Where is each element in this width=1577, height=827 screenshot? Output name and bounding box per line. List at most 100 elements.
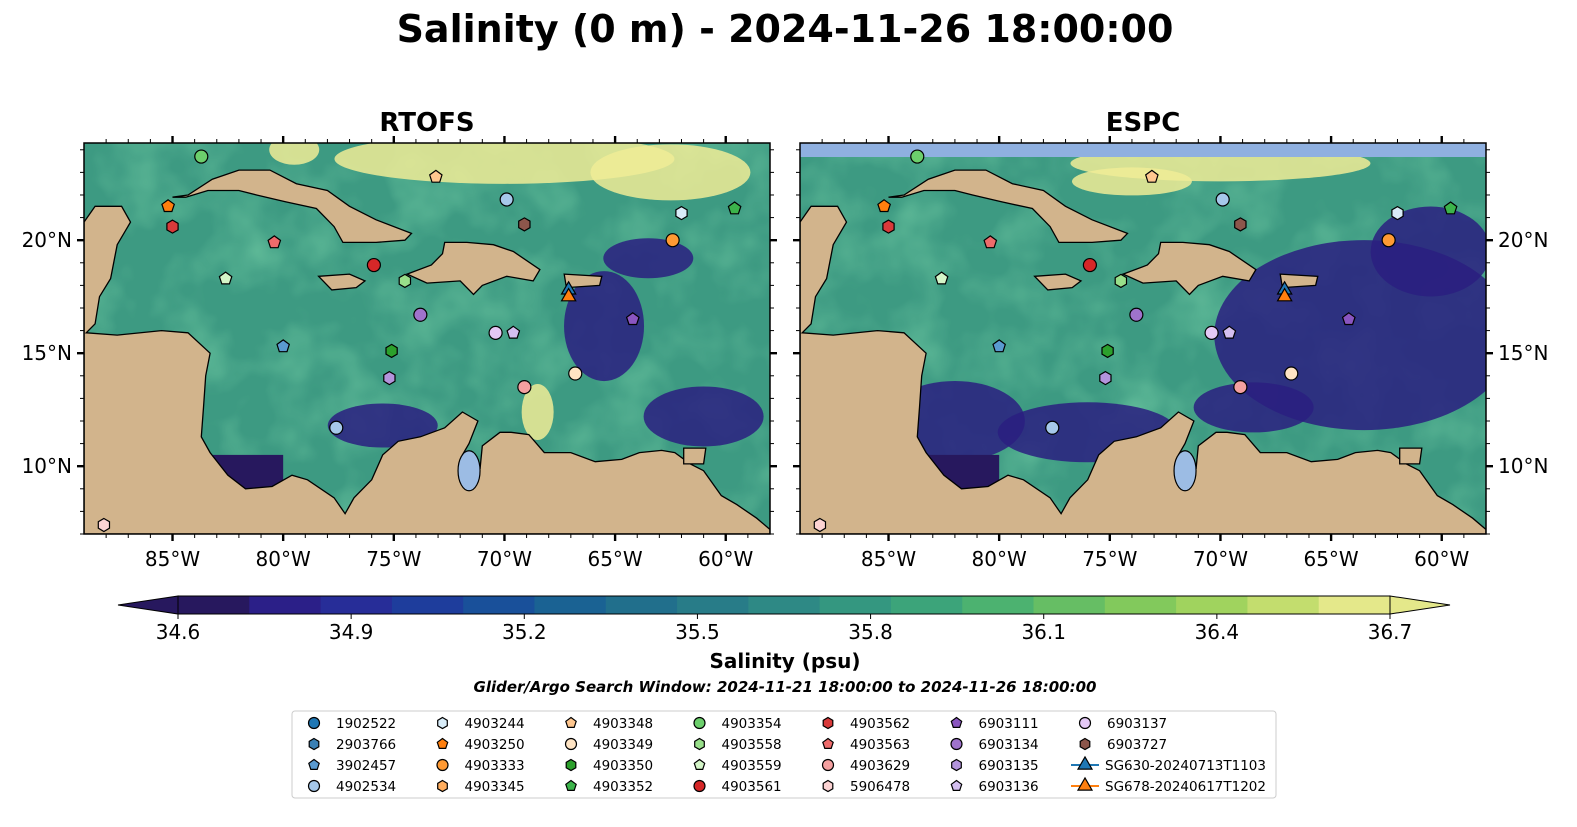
platform-marker-4903250 [877, 199, 892, 213]
land-mass [1033, 273, 1083, 291]
platform-marker-4903563 [267, 235, 282, 249]
platform-marker-3902457 [276, 339, 291, 353]
legend-marker-4903250 [436, 737, 449, 749]
platform-marker-4903354 [910, 149, 925, 164]
colorbar-swatch [605, 596, 678, 614]
platform-marker-4903562 [882, 219, 895, 234]
platform-marker-6903137 [1204, 325, 1219, 340]
legend-label: 4903333 [465, 758, 525, 774]
y-tick-label: 20°N [22, 228, 72, 252]
colorbar-frame [177, 595, 1391, 615]
land-mass [317, 273, 367, 291]
platform-marker-4903250 [161, 199, 176, 213]
panel-title: RTOFS [379, 108, 474, 138]
platform-marker-6903111 [1341, 312, 1356, 326]
platform-marker-4903349 [1284, 366, 1299, 381]
map-panel-espc: ESPC 85°W 80°W 75°W 70°W 65°W 60°W 20°N 15°N 10°N [793, 108, 1548, 571]
platform-marker-3902457 [992, 339, 1007, 353]
platform-marker-4903333 [1381, 233, 1396, 248]
legend-marker-6903727 [1079, 737, 1091, 751]
legend-marker-4903333 [436, 758, 449, 772]
colorbar-extend-low [117, 595, 179, 615]
legend-marker-4903559 [693, 758, 706, 770]
legend-label: SG678-20240617T1202 [1105, 779, 1266, 795]
legend-marker-4903558 [694, 737, 705, 751]
map-panel-rtofs: RTOFS 85°W 80°W 75°W 70°W 65°W 60°W 20°N 15°N 10°… [22, 108, 777, 571]
legend-label: 6903111 [979, 716, 1039, 732]
legend-marker-4902534 [307, 779, 321, 793]
platform-marker-4903349 [568, 366, 583, 381]
legend-marker-4903244 [437, 716, 448, 730]
legend-marker-SG678-20240617T1202 [1076, 776, 1094, 791]
platform-marker-4903354 [194, 149, 209, 164]
land-mass [888, 169, 1129, 244]
platform-marker-4903348 [1144, 169, 1159, 183]
colorbar: 34.6 34.9 35.2 35.5 35.8 36.1 36.4 36.7 [117, 595, 1451, 644]
legend-label: 4903250 [465, 737, 525, 753]
x-tick-label: 70°W [1193, 547, 1248, 571]
legend-label: 3902457 [336, 758, 396, 774]
x-tick-label: 80°W [972, 547, 1027, 571]
legend-marker-5906478 [822, 779, 834, 793]
platform-marker-4903563 [983, 235, 998, 249]
legend-label: 4903563 [850, 737, 910, 753]
platform-marker-6903727 [1234, 217, 1247, 232]
low-salinity-patch [327, 403, 438, 448]
legend-marker-SG630-20240713T1103 [1076, 755, 1094, 770]
colorbar-tick-label: 36.4 [1195, 620, 1240, 644]
x-tick-label: 75°W [366, 547, 421, 571]
platform-marker-SG678-20240617T1202 [1276, 287, 1293, 302]
platform-marker-6903134 [1129, 307, 1144, 322]
colorbar-swatch [819, 596, 892, 614]
legend-marker-4903629 [821, 758, 835, 772]
legend-label: 5906478 [850, 779, 910, 795]
search-window-caption: Glider/Argo Search Window: 2024-11-21 18… [474, 678, 1097, 696]
x-tick-label: 65°W [587, 547, 642, 571]
platform-marker-4903333 [665, 233, 680, 248]
legend-marker-4903345 [437, 779, 448, 793]
legend-marker-6903111 [950, 716, 963, 728]
colorbar-tick-label: 35.8 [848, 620, 893, 644]
colorbar-tick-label: 35.2 [502, 620, 547, 644]
platform-marker-5906478 [813, 517, 827, 533]
high-salinity-patch [269, 143, 320, 165]
colorbar-swatch [320, 596, 393, 614]
platform-marker-6903134 [413, 307, 428, 322]
platform-marker-4903562 [166, 219, 179, 234]
panel-title: ESPC [1106, 108, 1181, 138]
legend-marker-4903350 [565, 758, 577, 772]
colorbar-tick-label: 34.6 [156, 620, 201, 644]
platform-marker-6903727 [518, 217, 531, 232]
legend-label: 6903137 [1107, 716, 1167, 732]
platform-marker-6903137 [488, 325, 503, 340]
legend-label: 1902522 [336, 716, 396, 732]
platform-marker-4903350 [385, 343, 398, 359]
platform-marker-4903558 [398, 273, 412, 289]
x-tick-label: 65°W [1303, 547, 1358, 571]
y-tick-label: 20°N [1498, 228, 1548, 252]
legend-marker-4903348 [565, 716, 577, 728]
colorbar-tick-label: 35.5 [675, 620, 720, 644]
legend-label: 6903136 [979, 779, 1039, 795]
land-mass [1399, 447, 1423, 465]
legend-label: 4903558 [722, 737, 782, 753]
y-tick-label: 10°N [22, 454, 72, 478]
legend-marker-4903563 [822, 737, 834, 749]
colorbar-swatch [1176, 596, 1249, 614]
legend-label: 4903244 [465, 716, 525, 732]
legend-label: 4903629 [850, 758, 910, 774]
platform-marker-4903561 [366, 257, 381, 273]
platform-marker-6903135 [1099, 370, 1112, 386]
y-tick-label: 15°N [1498, 341, 1548, 365]
low-salinity-patch [1370, 206, 1486, 297]
platform-marker-4903348 [428, 169, 443, 183]
map-area [84, 143, 770, 534]
low-salinity-patch [564, 271, 645, 382]
x-tick-label: 60°W [1414, 547, 1469, 571]
high-salinity-patch [334, 143, 675, 184]
legend-marker-4903349 [564, 737, 578, 751]
colorbar-swatch [748, 596, 821, 614]
colorbar-swatch [178, 596, 250, 614]
y-tick-label: 15°N [22, 341, 72, 365]
low-salinity-patch [603, 238, 694, 279]
